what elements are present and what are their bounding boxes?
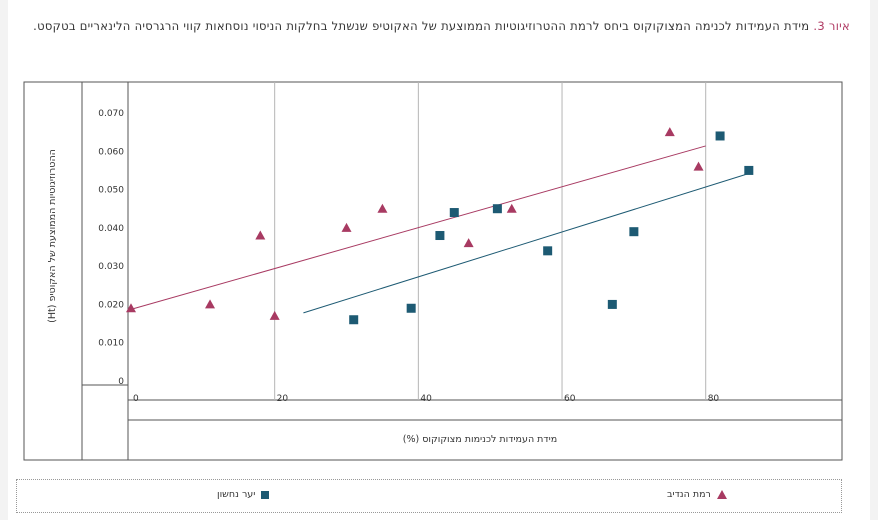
trend-line: [130, 145, 706, 310]
square-point: [744, 165, 754, 175]
square-point: [449, 208, 459, 218]
y-ticks: 0 0.010 0.020 0.030 0.040 0.050 0.060 0.070: [98, 109, 124, 387]
triangle-point: [269, 310, 280, 320]
data-points: [126, 127, 754, 325]
x-ticks: 0 20 40 60 80: [133, 394, 719, 404]
square-point: [492, 204, 502, 214]
figure-caption: איור 3. מידת העמידות לכנימה המצוקוקוס בי…: [30, 14, 850, 38]
trend-line: [303, 173, 749, 314]
triangle-point: [255, 230, 266, 240]
y-tick-label: 0.040: [98, 224, 124, 234]
y-tick-label: 0.030: [98, 262, 124, 272]
triangle-marker-icon: [716, 490, 727, 499]
y-tick-label: 0.010: [98, 339, 124, 349]
chart-frame: [23, 81, 843, 461]
square-point: [349, 315, 359, 325]
triangle-point: [463, 238, 474, 248]
y-axis-label: ההטרוזיגוטיות הממוצעת של האקוטיפ (Ht): [47, 149, 58, 323]
figure-label: איור 3.: [813, 19, 850, 33]
x-tick-label: 40: [420, 394, 432, 404]
triangle-point: [341, 222, 352, 232]
trend-lines: [130, 145, 749, 314]
legend-label: יער נחשון: [217, 489, 256, 500]
caption-text: מידת העמידות לכנימה המצוקוקוס ביחס לרמת …: [33, 19, 810, 33]
y-tick-label: 0: [118, 377, 124, 387]
x-tick-label: 80: [708, 394, 720, 404]
vertical-grid: [274, 82, 707, 400]
square-point: [629, 227, 639, 237]
x-axis-label: מידת העמידות לכנימות מצוקוקוס (%): [403, 434, 557, 445]
triangle-point: [693, 161, 704, 171]
y-tick-label: 0.020: [98, 300, 124, 310]
triangle-point: [205, 299, 216, 309]
triangle-point: [126, 303, 136, 313]
square-point: [435, 231, 445, 241]
square-point: [543, 246, 553, 256]
legend-label: רמת הנדיב: [667, 489, 711, 500]
legend-item-yaar-nachshon: יער נחשון: [217, 489, 270, 500]
square-point: [406, 303, 416, 313]
legend: רמת הנדיב יער נחשון: [16, 479, 842, 513]
triangle-point: [506, 203, 517, 213]
y-tick-label: 0.060: [98, 147, 124, 157]
triangle-point: [377, 203, 388, 213]
square-point: [607, 299, 617, 309]
triangle-point: [664, 127, 675, 137]
legend-item-ramat-hanadiv: רמת הנדיב: [667, 489, 727, 500]
square-marker-icon: [261, 490, 270, 499]
y-tick-label: 0.070: [98, 109, 124, 119]
x-tick-label: 0: [133, 394, 139, 404]
figure-page: איור 3. מידת העמידות לכנימה המצוקוקוס בי…: [8, 0, 870, 520]
square-point: [715, 131, 725, 141]
x-tick-label: 20: [277, 394, 289, 404]
y-tick-label: 0.050: [98, 186, 124, 196]
x-tick-label: 60: [564, 394, 576, 404]
